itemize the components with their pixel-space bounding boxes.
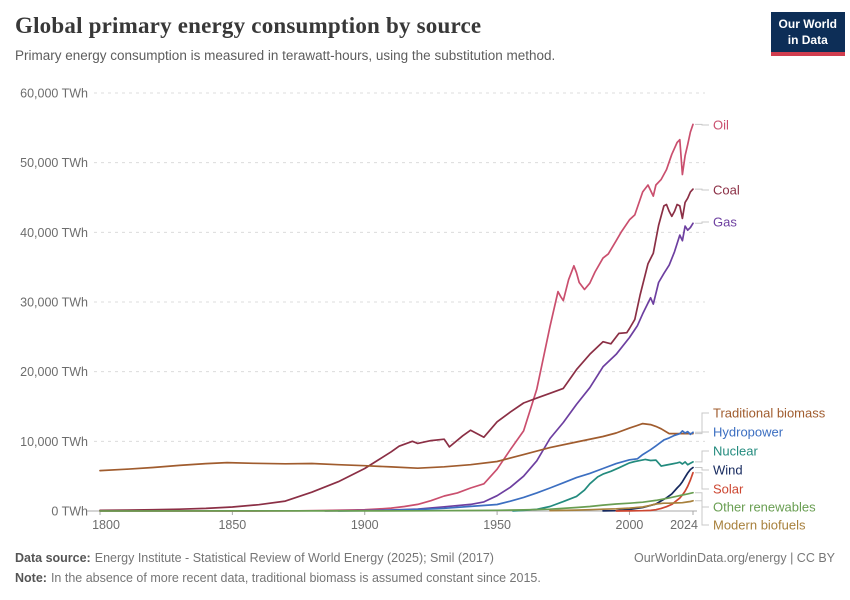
legend-connector-oil xyxy=(695,123,709,126)
legend-connector-solar xyxy=(695,472,709,490)
x-axis-label-2024: 2024 xyxy=(670,518,698,532)
page-title: Global primary energy consumption by sou… xyxy=(15,13,482,38)
x-axis-label-1850: 1850 xyxy=(218,518,246,532)
note-label: Note: xyxy=(15,571,47,585)
legend-label-nuclear[interactable]: Nuclear xyxy=(713,444,758,459)
data-source-label: Data source: xyxy=(15,551,91,565)
series-line-hydropower[interactable] xyxy=(337,430,694,512)
legend-connector-modern-biofuels xyxy=(695,500,709,526)
legend-label-hydropower[interactable]: Hydropower xyxy=(713,425,784,440)
legend-connector-gas xyxy=(695,221,709,224)
series-line-other-renewables[interactable] xyxy=(99,491,694,512)
legend-label-gas[interactable]: Gas xyxy=(713,215,737,230)
y-axis-label-60000: 60,000 TWh xyxy=(20,87,88,101)
legend-label-traditional-biomass[interactable]: Traditional biomass xyxy=(713,406,826,421)
series-line-gas[interactable] xyxy=(324,222,694,512)
series-line-wind[interactable] xyxy=(602,466,694,512)
y-axis-label-30000: 30,000 TWh xyxy=(20,296,88,310)
y-axis-label-0: 0 TWh xyxy=(51,505,88,519)
legend-label-coal[interactable]: Coal xyxy=(713,183,740,198)
legend-connector-traditional-biomass xyxy=(695,412,709,435)
legend-label-modern-biofuels[interactable]: Modern biofuels xyxy=(713,518,806,533)
y-axis-label-40000: 40,000 TWh xyxy=(20,226,88,240)
x-axis-label-1800: 1800 xyxy=(92,518,120,532)
data-source-text: Energy Institute - Statistical Review of… xyxy=(94,551,494,565)
legend-connector-nuclear xyxy=(695,450,709,463)
credit-link[interactable]: OurWorldinData.org/energy | CC BY xyxy=(633,551,835,565)
chart-footer: Data source: Energy Institute - Statistic… xyxy=(15,548,835,588)
y-axis-label-50000: 50,000 TWh xyxy=(20,156,88,170)
owid-logo-line1: Our World xyxy=(778,17,837,31)
note-line: Note: In the absence of more recent data,… xyxy=(15,568,835,588)
legend-connector-coal xyxy=(695,188,709,191)
legend-label-solar[interactable]: Solar xyxy=(713,482,744,497)
series-line-modern-biofuels[interactable] xyxy=(549,499,694,512)
series-line-traditional-biomass[interactable] xyxy=(99,422,694,472)
chart-header: Global primary energy consumption by sou… xyxy=(15,13,755,63)
y-axis-label-20000: 20,000 TWh xyxy=(20,365,88,379)
page-subtitle: Primary energy consumption is measured i… xyxy=(15,48,556,63)
legend-connector-wind xyxy=(695,467,709,471)
legend-label-oil[interactable]: Oil xyxy=(713,118,729,133)
owid-logo-line2: in Data xyxy=(787,32,828,47)
legend-label-wind[interactable]: Wind xyxy=(713,463,743,478)
x-axis-label-1900: 1900 xyxy=(351,518,379,532)
legend-label-other-renewables[interactable]: Other renewables xyxy=(713,500,816,515)
series-line-coal[interactable] xyxy=(99,188,694,512)
series-line-solar[interactable] xyxy=(615,471,694,512)
owid-logo: Our World in Data xyxy=(770,12,845,57)
x-axis-label-2000: 2000 xyxy=(616,518,644,532)
x-axis-label-1950: 1950 xyxy=(483,518,511,532)
legend-connector-other-renewables xyxy=(695,492,709,508)
series-line-nuclear[interactable] xyxy=(512,458,694,512)
y-axis-label-10000: 10,000 TWh xyxy=(20,435,88,449)
data-source-line: Data source: Energy Institute - Statistic… xyxy=(15,548,494,568)
series-line-oil[interactable] xyxy=(99,123,694,512)
note-text: In the absence of more recent data, trad… xyxy=(50,571,541,585)
